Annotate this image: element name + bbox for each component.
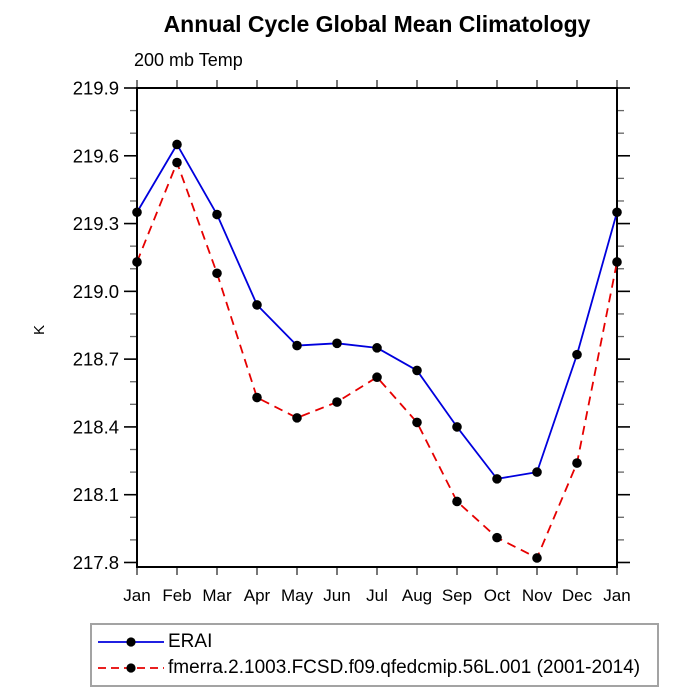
y-tick-label: 219.0 [73,281,119,302]
data-point-marker [132,207,142,218]
legend-line-sample-fmerra [98,663,164,673]
x-tick-label: Jun [323,586,350,605]
x-tick-label: Sep [442,586,472,605]
legend-item-fmerra: fmerra.2.1003.FCSD.f09.qfedcmip.56L.001 … [96,655,657,681]
legend-line-sample-erai [98,637,164,647]
chart-subtitle: 200 mb Temp [134,50,243,70]
data-point-marker [212,268,222,279]
data-point-marker [332,397,342,407]
series-line-0 [136,143,618,480]
legend-label-erai: ERAI [168,631,213,652]
x-tick-label: Aug [402,586,432,605]
y-tick-label: 219.9 [73,78,119,99]
x-tick-label: Jan [123,586,150,605]
y-tick-label: 219.3 [73,213,119,234]
x-tick-label: Oct [484,586,511,605]
data-point-marker [572,349,582,360]
data-point-marker [412,417,422,428]
data-point-marker [572,458,582,468]
x-tick-label: Mar [202,586,232,605]
y-tick-label: 218.4 [73,416,119,437]
data-point-marker [292,413,302,423]
data-point-marker [172,157,182,168]
x-tick-label: Jul [366,586,388,605]
x-tick-label: Dec [562,586,593,605]
x-tick-label: Apr [244,586,271,605]
data-point-marker [452,496,462,507]
legend-item-erai: ERAI [96,629,657,655]
data-point-marker [252,300,262,310]
data-point-marker [332,338,342,349]
x-tick-label: Feb [162,586,191,605]
chart-title: Annual Cycle Global Mean Climatology [163,11,591,37]
data-point-marker [492,532,502,543]
data-point-marker [172,139,182,150]
data-point-marker [612,207,622,218]
legend: ERAI fmerra.2.1003.FCSD.f09.qfedcmip.56L… [90,623,659,687]
y-axis-title: K [31,324,48,335]
data-point-marker [252,392,262,403]
data-point-marker [492,474,502,484]
legend-label-fmerra: fmerra.2.1003.FCSD.f09.qfedcmip.56L.001 … [168,657,641,678]
data-point-marker [412,365,422,376]
data-point-marker [212,209,222,220]
legend-sample-marker [126,663,136,673]
y-tick-label: 217.8 [73,552,119,573]
x-tick-label: Jan [603,586,630,605]
data-point-marker [452,422,462,432]
y-tick-label: 218.7 [73,349,119,370]
data-point-marker [532,467,542,477]
data-point-marker [612,257,622,267]
data-point-marker [372,343,382,353]
legend-sample-marker [126,637,136,647]
x-tick-label: Nov [522,586,553,605]
data-point-marker [132,257,142,267]
data-point-marker [292,340,302,351]
y-tick-label: 219.6 [73,145,119,166]
data-point-marker [372,372,382,383]
y-tick-label: 218.1 [73,484,119,505]
x-tick-label: May [281,586,314,605]
data-point-marker [532,553,542,563]
axes-frame [136,87,618,568]
series-line-1 [136,161,618,559]
